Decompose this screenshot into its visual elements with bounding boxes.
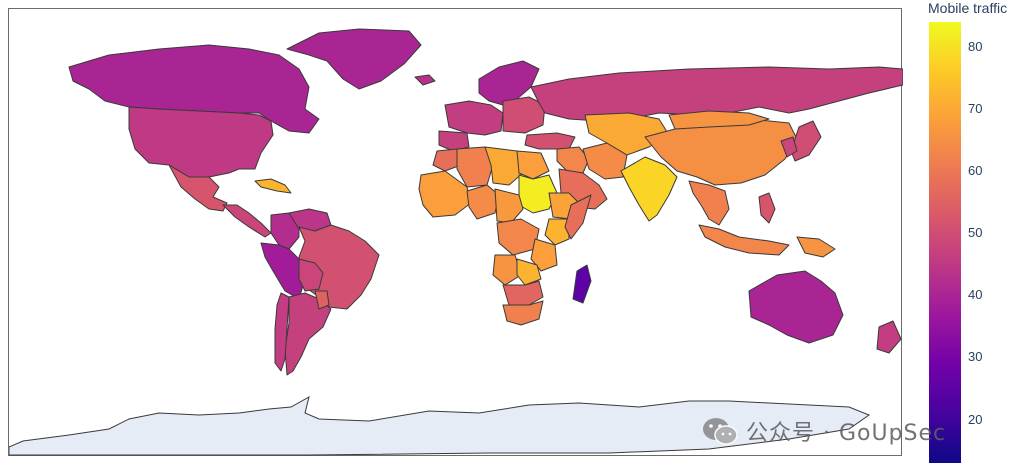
region-nigeria[interactable]: [466, 184, 500, 220]
region-indonesia[interactable]: [698, 224, 790, 256]
region-central-america[interactable]: [222, 204, 272, 238]
region-somalia[interactable]: [564, 194, 592, 240]
wechat-icon: [703, 418, 738, 445]
region-new-zealand[interactable]: [876, 320, 902, 354]
region-greenland[interactable]: [286, 28, 422, 90]
region-peru[interactable]: [260, 242, 306, 300]
colorbar-gradient: [929, 22, 961, 463]
region-zambia[interactable]: [516, 258, 542, 286]
region-korea[interactable]: [780, 136, 798, 158]
region-chile[interactable]: [274, 292, 290, 372]
colorbar-tick-40: 40: [968, 287, 983, 303]
colorbar-tick-20: 20: [968, 411, 983, 427]
region-scandinavia[interactable]: [478, 60, 540, 106]
colorbar-tick-60: 60: [968, 163, 983, 179]
region-papua-new-guinea[interactable]: [796, 236, 836, 258]
region-tanzania[interactable]: [530, 238, 558, 272]
region-madagascar[interactable]: [572, 264, 592, 304]
region-antarctica: [9, 396, 871, 456]
region-egypt[interactable]: [516, 150, 550, 180]
region-western-europe[interactable]: [444, 100, 504, 136]
region-west-africa[interactable]: [418, 170, 472, 218]
colorbar-tick-70: 70: [968, 100, 983, 116]
colorbar-title: Mobile traffic: [928, 0, 1008, 16]
region-central-asia[interactable]: [584, 112, 670, 156]
region-central-africa[interactable]: [494, 188, 524, 224]
region-paraguay[interactable]: [314, 290, 330, 310]
region-south-africa[interactable]: [502, 300, 544, 326]
colorbar-tick-80: 80: [968, 38, 983, 54]
region-southeast-asia[interactable]: [688, 180, 730, 226]
region-philippines[interactable]: [758, 192, 776, 224]
region-canada[interactable]: [68, 44, 320, 134]
region-eastern-europe[interactable]: [502, 96, 546, 134]
watermark-text: 公众号 · GoUpSec: [746, 421, 947, 446]
region-bolivia[interactable]: [298, 258, 324, 292]
region-australia[interactable]: [748, 270, 844, 344]
map-frame: [8, 8, 903, 456]
region-turkey[interactable]: [524, 132, 576, 150]
watermark: 公众号 · GoUpSec: [702, 414, 946, 448]
region-caribbean[interactable]: [254, 178, 292, 194]
colorbar-tick-50: 50: [968, 225, 983, 241]
region-india[interactable]: [620, 156, 678, 222]
region-kenya[interactable]: [544, 218, 570, 246]
region-southern-africa[interactable]: [502, 280, 544, 306]
region-mexico[interactable]: [168, 164, 228, 212]
region-iceland[interactable]: [414, 74, 436, 86]
region-morocco[interactable]: [432, 148, 462, 172]
region-united-states[interactable]: [128, 106, 274, 178]
region-japan[interactable]: [790, 120, 822, 162]
colorbar-tick-30: 30: [968, 349, 983, 365]
world-choropleth: [9, 28, 903, 456]
region-angola[interactable]: [492, 254, 522, 286]
region-mongolia[interactable]: [668, 110, 770, 130]
